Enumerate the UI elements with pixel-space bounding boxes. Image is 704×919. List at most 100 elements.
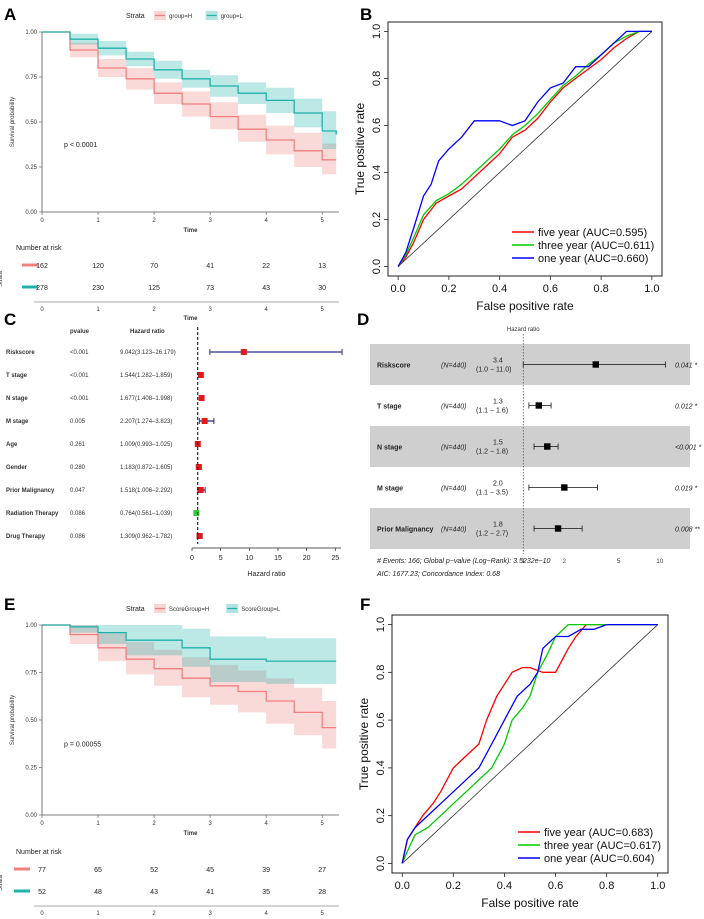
risk-count: 120 <box>92 263 104 270</box>
risk-x-tick: 1 <box>96 307 100 313</box>
row-label: T stage <box>6 373 28 379</box>
panel-letter-a: A <box>4 5 16 24</box>
hr-marker <box>201 418 208 424</box>
row-hr: 3.4 <box>493 358 503 365</box>
x-tick-label: 0.6 <box>543 283 558 295</box>
row-label: Drug Therapy <box>6 534 46 540</box>
y-tick-label: 1.0 <box>371 24 383 39</box>
row-pvalue: 0.005 <box>70 419 86 425</box>
row-pvalue: 0.280 <box>70 465 86 471</box>
survival-curve-1 <box>42 31 337 161</box>
risk-count: 48 <box>94 889 102 896</box>
hr-marker <box>561 484 568 491</box>
x-axis-label: Time <box>184 228 199 234</box>
legend-label-3: one year (AUC=0.660) <box>538 253 648 265</box>
legend-label-3: one year (AUC=0.604) <box>544 853 654 865</box>
row-pvalue: <0.001 <box>70 350 89 356</box>
row-ci: (1.1 − 3.5) <box>476 490 508 497</box>
risk-count: 70 <box>150 263 158 270</box>
hr-marker <box>197 487 204 493</box>
y-tick-label: 0.8 <box>375 665 387 680</box>
ci-band-2 <box>42 32 337 153</box>
legend-label-1: ScoreGroup=H <box>169 607 209 613</box>
x-axis-label: False positive rate <box>481 896 579 910</box>
x-tick-label: 10 <box>245 555 253 562</box>
x-tick-label: 5 <box>219 555 223 562</box>
hr-marker <box>240 349 247 355</box>
row-pvalue: 0.047 <box>70 488 86 494</box>
x-axis-label: Time <box>184 831 199 837</box>
row-label: T stage <box>377 404 402 411</box>
risk-count: 39 <box>262 867 270 874</box>
panel-letter-e: E <box>4 595 15 614</box>
y-tick-label: 0.2 <box>375 808 387 823</box>
row-hr-text: 1.677(1.408–1.998) <box>120 396 172 402</box>
risk-count: 162 <box>36 263 48 270</box>
risk-x-tick: 5 <box>321 911 325 917</box>
forest-plot-c: pvalue Hazard ratio Riskscore <0.001 9.042(3… <box>6 327 343 578</box>
panel-letter-c: C <box>4 310 16 329</box>
y-tick-label: 0.6 <box>371 118 383 133</box>
risk-count: 41 <box>206 263 214 270</box>
km-plot-e: Strata ScoreGroup=H ScoreGroup=L 0.00 0.25 0.… <box>10 604 339 837</box>
y-axis-label: Survival probability <box>10 97 16 147</box>
row-label: N stage <box>377 445 402 452</box>
x-tick-label: 0.0 <box>395 880 410 892</box>
row-hr-text: 1.009(0.993–1.025) <box>120 442 172 448</box>
col-header-pvalue: pvalue <box>70 329 90 335</box>
row-shade <box>370 508 690 549</box>
x-tick-label: 0.6 <box>548 880 563 892</box>
panel-letter-b: B <box>360 5 372 24</box>
risk-ylabel: Strata <box>0 874 4 891</box>
row-pvalue: <0.001 * <box>675 445 702 452</box>
survival-curve-2 <box>42 31 337 135</box>
row-label: N stage <box>6 396 28 402</box>
row-label: Age <box>6 442 18 448</box>
x-tick-label: 0.8 <box>599 880 614 892</box>
risk-x-tick: 0 <box>40 911 44 917</box>
y-tick-label: 0.50 <box>25 120 37 126</box>
diagonal-line <box>397 31 653 267</box>
row-label: M stage <box>377 486 403 493</box>
x-tick-label: 2 <box>152 821 156 827</box>
row-pvalue: 0.086 <box>70 534 86 540</box>
row-label: Prior Malignancy <box>377 527 434 534</box>
footer-events: # Events: 166; Global p−value (Log−Rank)… <box>377 558 550 565</box>
hr-marker <box>535 402 542 409</box>
row-n: (N=440) <box>441 445 466 452</box>
p-value: p = 0.00055 <box>64 742 101 749</box>
y-tick-label: 0.00 <box>25 210 37 216</box>
row-label: Radiation Therapy <box>6 511 59 517</box>
row-pvalue: <0.001 <box>70 396 89 402</box>
x-tick-label: 5 <box>321 821 325 827</box>
hr-marker <box>198 395 205 401</box>
hr-marker <box>196 533 203 539</box>
row-n: (N=440) <box>441 527 466 534</box>
y-axis-label: True positive rate <box>357 698 371 791</box>
y-tick-label: 0.75 <box>25 671 37 677</box>
survival-curve-2 <box>42 624 337 662</box>
x-tick-label: 3 <box>208 821 212 827</box>
y-tick-label: 0.8 <box>371 71 383 86</box>
risk-count: 30 <box>318 285 326 292</box>
panel-letter-f: F <box>360 595 370 614</box>
row-hr-text: 9.042(3.123–26.179) <box>120 350 176 356</box>
y-tick-label: 1.00 <box>25 30 37 36</box>
risk-count: 73 <box>206 285 214 292</box>
y-tick-label: 0.6 <box>375 712 387 727</box>
hr-marker <box>195 464 202 470</box>
row-n: (N=440) <box>441 486 466 493</box>
x-tick-label: 15 <box>274 555 282 562</box>
x-tick-label: 0.4 <box>492 283 507 295</box>
y-tick-label: 0.50 <box>25 718 37 724</box>
legend-label-2: group=L <box>221 14 244 20</box>
row-pvalue: 0.261 <box>70 442 86 448</box>
forest-plot-d: Hazard ratio Riskscore (N=440) 3.4 (1.0 − 11… <box>370 327 702 578</box>
row-pvalue: 0.019 * <box>675 486 697 493</box>
risk-x-label: Time <box>184 316 199 322</box>
legend-label-2: ScoreGroup=L <box>241 607 281 613</box>
p-value: p < 0.0001 <box>64 142 97 149</box>
y-tick-label: 0.25 <box>25 766 37 772</box>
row-shade <box>370 426 690 467</box>
